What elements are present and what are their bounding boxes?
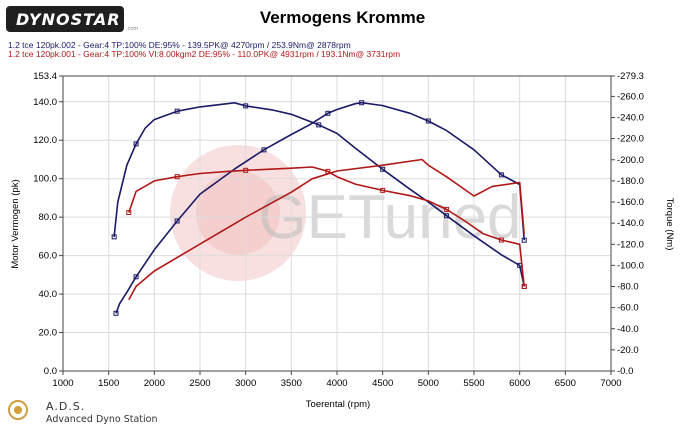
series-line-1 xyxy=(115,101,525,314)
series-marker-1 xyxy=(113,310,119,316)
series-marker-4 xyxy=(498,237,504,243)
series-line-2 xyxy=(113,102,525,287)
ads-logo-icon xyxy=(8,400,28,420)
legend-entry-2: 1.2 tce 120pk.001 - Gear:4 TP:100% VI:8.… xyxy=(8,49,401,59)
right-tick-label: -60.0 xyxy=(617,303,639,314)
series-marker-4 xyxy=(380,187,386,193)
right-tick-label: -0.0 xyxy=(617,366,633,377)
x-tick-label: 3000 xyxy=(235,378,256,389)
left-tick-label: 60.0 xyxy=(39,251,58,262)
right-tick-label: -20.0 xyxy=(617,345,639,356)
right-tick-label: -40.0 xyxy=(617,324,639,335)
series-marker-4 xyxy=(325,168,331,174)
series-marker-1 xyxy=(359,100,365,106)
left-tick-label: 20.0 xyxy=(39,328,58,339)
x-tick-label: 1000 xyxy=(52,378,73,389)
dynostar-logo: DYNOSTAR xyxy=(6,6,124,32)
series-marker-4 xyxy=(444,206,450,212)
right-tick-label: -120.0 xyxy=(617,239,644,250)
series-marker-1 xyxy=(521,237,527,243)
right-tick-label: -240.0 xyxy=(617,113,644,124)
x-tick-label: 7000 xyxy=(600,378,621,389)
right-tick-label: -279.3 xyxy=(617,71,644,82)
left-tick-label: 80.0 xyxy=(39,212,58,223)
series-line-4 xyxy=(128,166,525,287)
series-marker-1 xyxy=(498,172,504,178)
getuned-watermark: GETuned xyxy=(170,145,522,281)
x-tick-label: 5000 xyxy=(418,378,439,389)
left-tick-label: 0.0 xyxy=(44,366,57,377)
right-tick-label: -140.0 xyxy=(617,218,644,229)
left-tick-label: 40.0 xyxy=(39,289,58,300)
series-marker-2 xyxy=(111,234,117,240)
x-tick-label: 4000 xyxy=(326,378,347,389)
x-tick-label: 4500 xyxy=(372,378,393,389)
series-marker-1 xyxy=(425,118,431,124)
series-marker-2 xyxy=(316,122,322,128)
series-marker-4 xyxy=(126,210,132,216)
right-tick-label: -160.0 xyxy=(617,197,644,208)
series-marker-1 xyxy=(261,147,267,153)
y-axis-label-left: Motor Vermogen (pk) xyxy=(10,179,21,268)
x-tick-label: 2000 xyxy=(144,378,165,389)
right-tick-label: -220.0 xyxy=(617,134,644,145)
series-marker-2 xyxy=(133,141,139,147)
x-tick-label: 6000 xyxy=(509,378,530,389)
series-marker-2 xyxy=(444,213,450,219)
x-axis-label: Toerental (rpm) xyxy=(306,399,370,410)
right-tick-label: -180.0 xyxy=(617,176,644,187)
series-marker-4 xyxy=(174,174,180,180)
footer-title: A.D.S. xyxy=(46,400,86,413)
series-marker-4 xyxy=(243,167,249,173)
chart-title: Vermogens Kromme xyxy=(259,8,426,27)
series-marker-4 xyxy=(521,284,527,290)
left-tick-label: 140.0 xyxy=(33,97,57,108)
grid-lines xyxy=(63,76,611,371)
axis-ticks: 1000 1500 2000 2500 3000 3500 4000 4500 5000 5500… xyxy=(33,71,644,389)
series-marker-2 xyxy=(174,108,180,114)
left-tick-label: 153.4 xyxy=(33,71,57,82)
right-tick-label: -80.0 xyxy=(617,282,639,293)
right-tick-label: -200.0 xyxy=(617,155,644,166)
series-marker-1 xyxy=(133,274,139,280)
x-tick-label: 6500 xyxy=(555,378,576,389)
right-tick-label: -260.0 xyxy=(617,91,644,102)
left-tick-label: 100.0 xyxy=(33,174,57,185)
footer-subtitle: Advanced Dyno Station xyxy=(46,414,158,425)
x-tick-label: 1500 xyxy=(98,378,119,389)
x-tick-label: 5500 xyxy=(463,378,484,389)
x-tick-label: 3500 xyxy=(281,378,302,389)
series-group xyxy=(111,100,527,316)
right-tick-label: -100.0 xyxy=(617,260,644,271)
logo-text: DYNOSTAR xyxy=(16,9,121,29)
logo-sub: .com xyxy=(126,26,139,32)
x-tick-label: 2500 xyxy=(189,378,210,389)
series-line-3 xyxy=(128,158,525,301)
series-marker-1 xyxy=(325,110,331,116)
left-tick-label: 120.0 xyxy=(33,135,57,146)
series-marker-2 xyxy=(380,166,386,172)
y-axis-label-right: Torque (Nm) xyxy=(664,198,675,251)
series-marker-1 xyxy=(174,218,180,224)
series-marker-2 xyxy=(243,103,249,109)
legend-entry-1: 1.2 tce 120pk.002 - Gear:4 TP:100% DE:95… xyxy=(8,40,351,50)
